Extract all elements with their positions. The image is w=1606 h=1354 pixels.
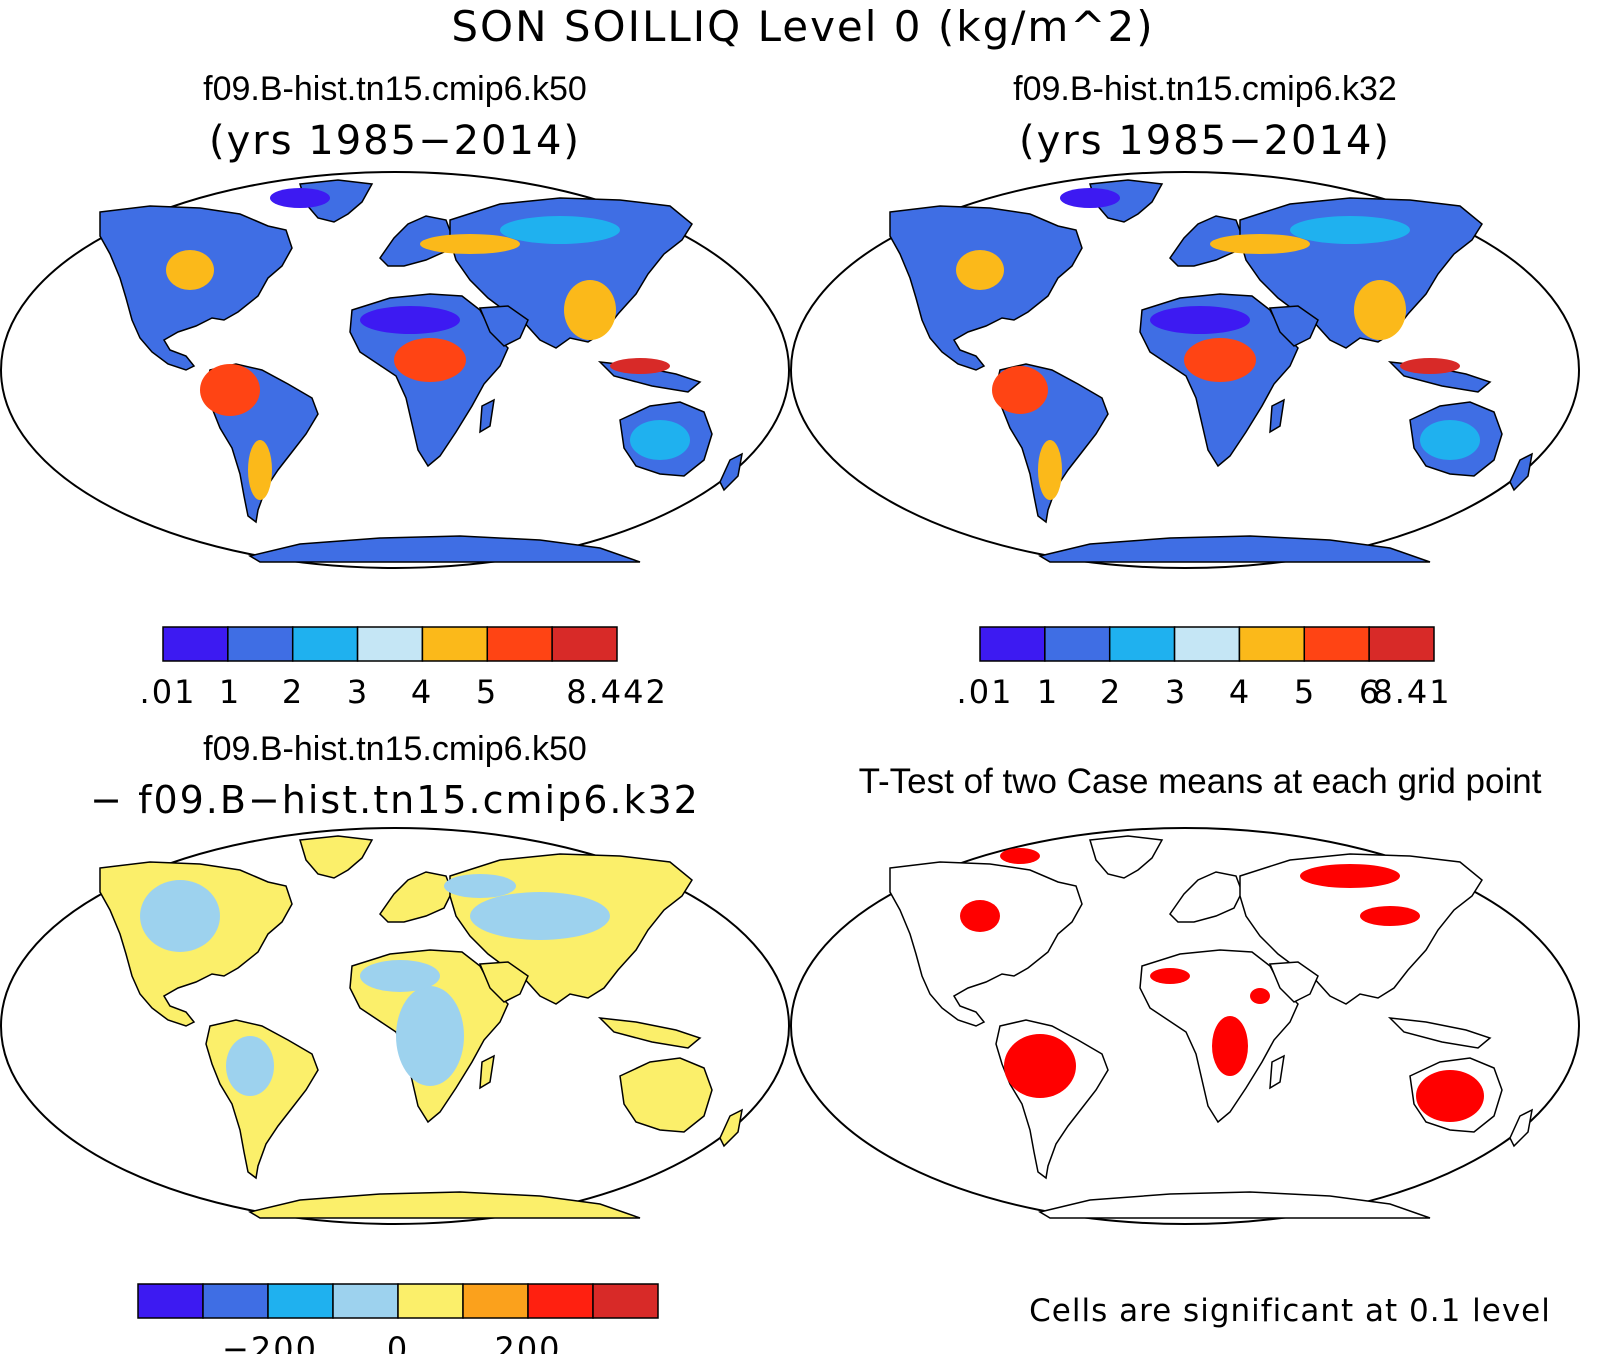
panel-3-colorbar-swatch — [202, 1283, 269, 1319]
panel-2-colorbar-swatch — [979, 626, 1046, 662]
panel-1-colorbar: .01 1 2 3 4 5 8.442 — [140, 626, 668, 711]
panel-3-colorbar-swatch — [592, 1283, 659, 1319]
panel-3-subtitle: − f09.B−hist.tn15.cmip6.k32 — [90, 778, 700, 822]
panel-1-colorbar-tick-label: 5 — [476, 673, 498, 711]
panel-1-colorbar-swatch — [486, 626, 553, 662]
panel-2-colorbar-tick-label: .01 — [957, 673, 1014, 711]
panel-2-colorbar-tick-label: 6 — [1359, 673, 1381, 711]
panel-2-colorbar-swatch — [1303, 626, 1370, 662]
panel-3-colorbar-tick-label: 200 — [494, 1330, 561, 1354]
panel-3-colorbar-swatch — [267, 1283, 334, 1319]
panel-2-colorbar-swatch — [1238, 626, 1306, 662]
panel-1-colorbar-swatch — [227, 626, 294, 662]
panel-1-colorbar-swatch — [162, 626, 229, 662]
panel-3-case-title: f09.B-hist.tn15.cmip6.k50 — [203, 730, 587, 768]
panel-1-years: (yrs 1985−2014) — [209, 118, 581, 164]
panel-2-colorbar-swatch — [1173, 626, 1241, 662]
panel-2-colorbar-tick-label: 8.41 — [1372, 673, 1451, 711]
panel-2-colorbar-tick-label: 4 — [1229, 673, 1251, 711]
panel-4-map — [790, 827, 1580, 1225]
panel-1-colorbar-tick-label: 8.442 — [566, 673, 668, 711]
panel-2-case-title: f09.B-hist.tn15.cmip6.k32 — [1013, 70, 1397, 108]
panel-3-colorbar-swatch — [527, 1283, 594, 1319]
panel-1-case-title: f09.B-hist.tn15.cmip6.k50 — [203, 70, 587, 108]
panel-2-colorbar: .01 1 2 3 4 5 68.41 — [957, 626, 1451, 711]
figure-title: SON SOILLIQ Level 0 (kg/m^2) — [451, 2, 1155, 51]
panel-3-colorbar-tick-label: −200 — [222, 1330, 318, 1354]
panel-1-colorbar-tick-label: 1 — [219, 673, 241, 711]
panel-4-significance-note: Cells are significant at 0.1 level — [1029, 1293, 1551, 1329]
panel-1-colorbar-tick-label: 2 — [282, 673, 304, 711]
panel-3-colorbar-swatch — [332, 1283, 399, 1319]
panel-2-colorbar-swatch — [1368, 626, 1435, 662]
panel-2-years: (yrs 1985−2014) — [1019, 118, 1391, 164]
panel-1-colorbar-swatch — [291, 626, 359, 662]
panel-3-map — [0, 827, 790, 1225]
panel-2-colorbar-swatch — [1108, 626, 1176, 662]
panel-3-colorbar: −200 0 200 — [137, 1283, 659, 1354]
panel-1-colorbar-swatch — [421, 626, 489, 662]
panel-1-colorbar-swatch — [551, 626, 618, 662]
panel-4-title: T-Test of two Case means at each grid po… — [858, 762, 1542, 801]
panel-2-colorbar-tick-label: 2 — [1100, 673, 1122, 711]
panel-1-colorbar-tick-label: 3 — [347, 673, 369, 711]
panel-1-map — [0, 171, 790, 569]
panel-2-colorbar-tick-label: 5 — [1294, 673, 1316, 711]
panel-3-colorbar-swatch — [397, 1283, 464, 1319]
panel-2-colorbar-swatch — [1044, 626, 1111, 662]
panel-3-colorbar-swatch — [462, 1283, 529, 1319]
panel-1-colorbar-swatch — [356, 626, 424, 662]
panel-3-colorbar-swatch — [137, 1283, 204, 1319]
panel-2-colorbar-tick-label: 3 — [1165, 673, 1187, 711]
panel-2-colorbar-tick-label: 1 — [1037, 673, 1059, 711]
panel-2-map — [790, 171, 1580, 569]
panel-1-colorbar-tick-label: 4 — [411, 673, 433, 711]
panel-1-colorbar-tick-label: .01 — [140, 673, 197, 711]
panel-3-colorbar-tick-label: 0 — [387, 1330, 409, 1354]
